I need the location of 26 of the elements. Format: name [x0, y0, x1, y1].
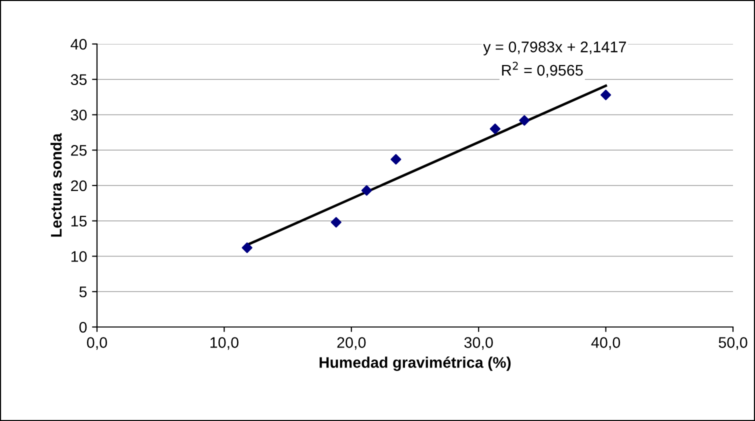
y-tick-label: 30: [70, 110, 87, 120]
x-tick-label: 0,0: [86, 337, 108, 350]
y-tick-label: 25: [71, 144, 87, 156]
annotation: R$^{2}$ = 0,9565: [502, 62, 583, 78]
x-axis-title: Humedad gravimétrica (%): [320, 356, 511, 371]
y-tick-label: 35: [70, 74, 87, 86]
point: [490, 124, 500, 134]
point: [361, 185, 372, 196]
point: [330, 216, 342, 228]
point: [519, 115, 530, 126]
x-tick-label: 40,0: [591, 337, 620, 350]
point: [242, 242, 252, 254]
y-tick-label: 5: [79, 286, 87, 298]
point: [600, 90, 612, 100]
y-tick-label: 10: [71, 251, 87, 262]
x-tick-label: 30,0: [464, 337, 493, 350]
y-axis-title: Lectura sonda: [50, 133, 62, 237]
x-tick-label: 50,0: [718, 337, 748, 350]
y-tick-label: 40: [70, 38, 87, 50]
x-tick-label: 10,0: [210, 337, 238, 350]
y-tick-label: 0: [79, 322, 87, 333]
annotation: y = 0,7983x + 2,1417: [483, 42, 626, 56]
x-tick-label: 20,0: [337, 337, 366, 350]
y-tick-label: 15: [71, 216, 87, 227]
point: [390, 154, 402, 165]
y-tick-label: 20: [71, 180, 87, 192]
